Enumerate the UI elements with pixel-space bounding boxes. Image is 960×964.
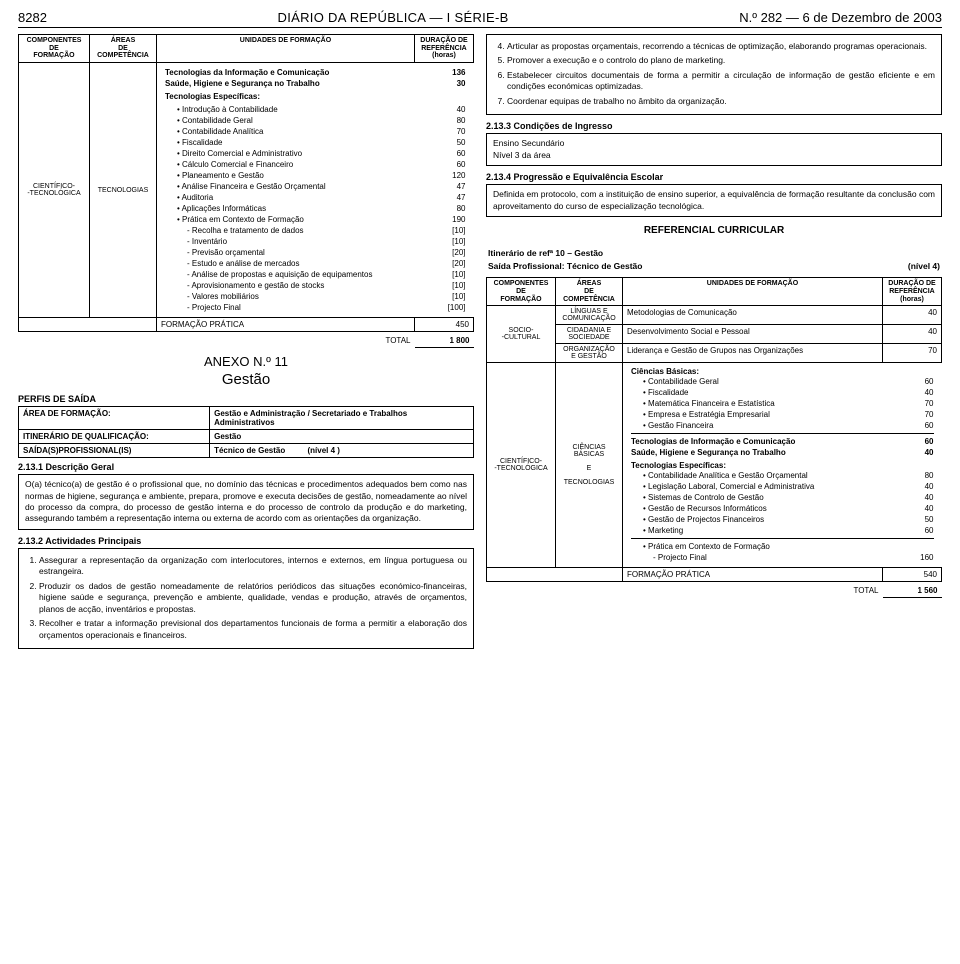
s2133-body: Ensino Secundário Nível 3 da área <box>486 133 942 166</box>
hdr: DURAÇÃO DE <box>420 37 467 44</box>
left-curriculum-table: COMPONENTES DE FORMAÇÃO ÁREAS DE COMPETÊ… <box>18 34 474 348</box>
itin-l2a: Saída Profissional: Técnico de Gestão <box>488 261 642 272</box>
anexo-title: Gestão <box>18 371 474 388</box>
socio-r3: Liderança e Gestão de Grupos nas Organiz… <box>623 344 883 363</box>
hdr: FORMAÇÃO <box>33 52 74 59</box>
total-right-lbl: TOTAL <box>487 582 883 598</box>
page-header: 8282 DIÁRIO DA REPÚBLICA — I SÉRIE-B N.º… <box>18 10 942 28</box>
s2134-body: Definida em protocolo, com a instituição… <box>486 184 942 217</box>
s2132-title: 2.13.2 Actividades Principais <box>18 536 474 546</box>
component-label: CIENTÍFICO- -TECNOLÓGICA <box>19 63 90 318</box>
hdr: DE <box>49 45 59 52</box>
activities-cont: Articular as propostas orçamentais, reco… <box>486 34 942 115</box>
socio-r1: Metodologias de Comunicação <box>623 306 883 325</box>
socio-a2: CIDADANIA E SOCIEDADE <box>556 325 623 344</box>
act-1: Assegurar a representação da organização… <box>39 555 467 578</box>
perfis-table: ÁREA DE FORMAÇÃO: Gestão e Administração… <box>18 406 474 458</box>
perfis-r3c: (nível 4 ) <box>307 446 339 455</box>
hdr: COMPONENTES <box>27 37 82 44</box>
hdr: UNIDADES DE FORMAÇÃO <box>157 35 415 63</box>
act-4: Articular as propostas orçamentais, reco… <box>507 41 935 52</box>
act-7: Coordenar equipas de trabalho no âmbito … <box>507 96 935 107</box>
left-column: COMPONENTES DE FORMAÇÃO ÁREAS DE COMPETÊ… <box>18 34 474 655</box>
socio-a1: LÍNGUAS E COMUNICAÇÃO <box>556 306 623 325</box>
perfis-r3b: Técnico de Gestão <box>214 446 285 455</box>
anexo-number: ANEXO N.º 11 <box>18 354 474 369</box>
total-label: TOTAL <box>19 332 415 348</box>
socio-comp: SOCIO- -CULTURAL <box>487 306 556 363</box>
act-3: Recolher e tratar a informação prevision… <box>39 618 467 641</box>
hdr: (horas) <box>432 52 456 59</box>
s2133-l2: Nível 3 da área <box>493 150 935 161</box>
total-right-num: 1 560 <box>883 582 942 598</box>
area-label: TECNOLOGIAS <box>90 63 157 318</box>
fp-num: 450 <box>415 318 474 332</box>
fp-right: FORMAÇÃO PRÁTICA <box>623 568 883 582</box>
s2134-title: 2.13.4 Progressão e Equivalência Escolar <box>486 172 942 182</box>
s2131-title: 2.13.1 Descrição Geral <box>18 462 474 472</box>
right-curriculum-table: COMPONENTES DE FORMAÇÃO ÁREAS DE COMPETÊ… <box>486 277 942 598</box>
total-num: 1 800 <box>415 332 474 348</box>
s2133-l1: Ensino Secundário <box>493 138 935 149</box>
ref-curricular: REFERENCIAL CURRICULAR <box>486 225 942 236</box>
cien-area: CIÊNCIAS BÁSICAS E TECNOLOGIAS <box>556 363 623 568</box>
socio-a3: ORGANIZAÇÃO E GESTÃO <box>556 344 623 363</box>
hdr: COMPETÊNCIA <box>97 52 149 59</box>
socio-r2: Desenvolvimento Social e Pessoal <box>623 325 883 344</box>
formacao-pratica: FORMAÇÃO PRÁTICA <box>157 318 415 332</box>
cien-comp: CIENTÍFICO- -TECNOLÓGICA <box>487 363 556 568</box>
perfis-r2a: ITINERÁRIO DE QUALIFICAÇÃO: <box>23 432 149 441</box>
act-2: Produzir os dados de gestão nomeadamente… <box>39 581 467 615</box>
perfis-r3a: SAÍDA(S)PROFISSIONAL(IS) <box>23 446 131 455</box>
itin-l2b: (nível 4) <box>908 261 940 272</box>
s2131-body: O(a) técnico(a) de gestão é o profission… <box>18 474 474 530</box>
hdr: DE <box>118 45 128 52</box>
itin-l1: Itinerário de refª 10 – Gestão <box>488 248 940 259</box>
perfis-r2b: Gestão <box>214 432 241 441</box>
page-date: N.º 282 — 6 de Dezembro de 2003 <box>739 10 942 25</box>
page-number: 8282 <box>18 10 47 25</box>
hdr: ÁREAS <box>111 37 136 44</box>
act-6: Estabelecer circuitos documentais de for… <box>507 70 935 93</box>
perfis-r1b: Gestão e Administração / Secretariado e … <box>214 409 407 427</box>
perfis-r1a: ÁREA DE FORMAÇÃO: <box>23 409 111 418</box>
itinerario-header: Itinerário de refª 10 – Gestão Saída Pro… <box>486 244 942 277</box>
act-5: Promover a execução e o controlo do plan… <box>507 55 935 66</box>
s2132-body: Assegurar a representação da organização… <box>18 548 474 649</box>
s2133-title: 2.13.3 Condições de Ingresso <box>486 121 942 131</box>
hdr: REFERÊNCIA <box>421 45 467 52</box>
page-title: DIÁRIO DA REPÚBLICA — I SÉRIE-B <box>278 10 509 25</box>
right-column: Articular as propostas orçamentais, reco… <box>486 34 942 655</box>
perfis-title: PERFIS DE SAÍDA <box>18 394 474 404</box>
